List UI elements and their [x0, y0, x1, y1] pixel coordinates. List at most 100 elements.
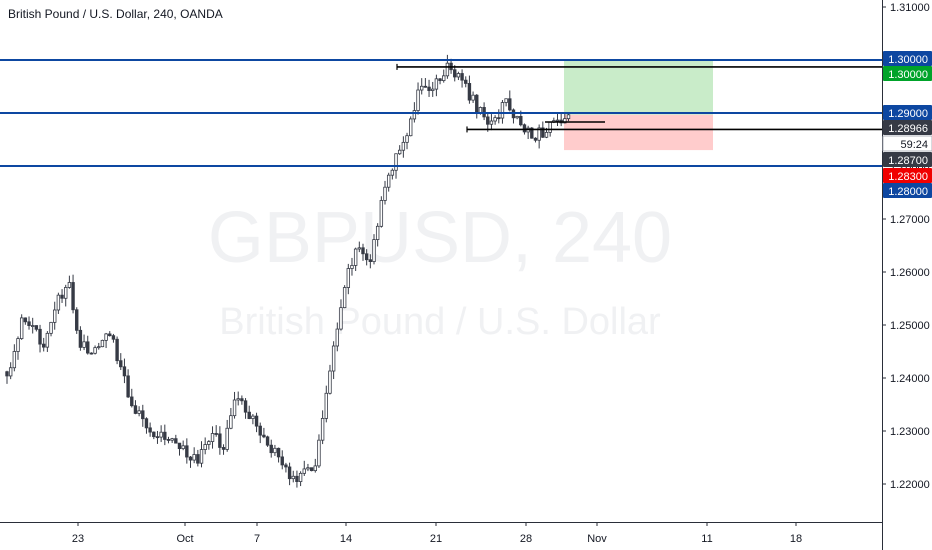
candle-body-up	[317, 439, 321, 467]
candle-body-up	[555, 119, 560, 122]
stop-zone	[564, 114, 713, 151]
candle-body-up	[383, 186, 387, 201]
time-tick-label: 21	[430, 533, 442, 545]
candle-body-down	[152, 431, 156, 438]
candle-body-down	[188, 456, 193, 461]
candle-body-down	[280, 456, 284, 466]
candle-body-down	[141, 410, 145, 420]
watermark-description: British Pound / U.S. Dollar	[219, 301, 661, 343]
candle-body-down	[287, 466, 292, 480]
candle-body-down	[148, 427, 152, 433]
candle-body-up	[49, 321, 53, 334]
price-tick-label: 1.24000	[890, 373, 930, 385]
time-tick-label: 14	[340, 533, 352, 545]
candle-body-up	[394, 153, 398, 171]
candle-body-down	[475, 94, 479, 113]
candle-body-down	[453, 69, 457, 78]
candle-body-up	[159, 431, 163, 438]
candle-body-down	[27, 321, 31, 326]
candle-body-up	[408, 118, 413, 137]
candle-body-down	[111, 335, 116, 340]
price-tick-label: 1.26000	[890, 267, 930, 279]
candle-body-up	[302, 468, 306, 474]
candle-body-up	[350, 265, 354, 269]
candle-body-up	[64, 287, 68, 299]
candle-body-down	[508, 98, 512, 111]
candle-body-up	[229, 415, 233, 429]
watermark-symbol: GBPUSD, 240	[208, 198, 672, 278]
price-label-text: 1.30000	[888, 69, 928, 81]
candle-body-down	[34, 325, 39, 330]
candle-body-down	[221, 447, 226, 450]
candle-body-down	[240, 398, 244, 402]
candle-body-up	[298, 472, 303, 482]
candle-body-down	[163, 431, 167, 440]
candle-body-up	[431, 88, 435, 91]
price-label-text: 59:24	[900, 139, 928, 151]
time-tick-label: 28	[520, 533, 532, 545]
candle-body-up	[328, 370, 332, 394]
candle-body-up	[504, 98, 508, 103]
candle-body-up	[104, 333, 108, 341]
candle-body-up	[335, 328, 339, 347]
candle-body-down	[133, 405, 138, 414]
candle-body-up	[324, 392, 328, 419]
candle-body-up	[342, 287, 347, 309]
chart-title: British Pound / U.S. Dollar, 240, OANDA	[8, 7, 223, 21]
candle-body-down	[364, 253, 369, 261]
candle-body-up	[306, 467, 310, 470]
candle-body-up	[291, 475, 295, 480]
candle-body-up	[390, 169, 395, 176]
candle-body-down	[119, 360, 123, 368]
candle-body-down	[5, 371, 9, 377]
price-label-green	[883, 66, 932, 81]
time-tick-label: Nov	[587, 533, 607, 545]
candle-body-down	[427, 86, 431, 91]
price-label-text: 1.28700	[888, 155, 928, 167]
candle-body-up	[379, 200, 384, 227]
candle-body-down	[144, 418, 149, 429]
candle-body-up	[16, 338, 20, 352]
candle-body-up	[386, 174, 391, 188]
candle-body-up	[210, 433, 215, 442]
candle-body-up	[251, 415, 255, 419]
time-tick-label: Oct	[176, 533, 193, 545]
candle-body-up	[192, 454, 196, 461]
candle-body-down	[115, 338, 119, 362]
time-tick-label: 23	[72, 533, 84, 545]
candle-body-up	[56, 294, 61, 311]
time-tick-label: 7	[254, 533, 260, 545]
price-label-blue	[883, 105, 932, 120]
candle-body-down	[122, 366, 127, 377]
candle-body-down	[214, 433, 218, 435]
candle-body-up	[420, 85, 424, 91]
candle-body-up	[225, 427, 229, 450]
candle-body-down	[185, 445, 189, 458]
candle-body-up	[471, 94, 475, 101]
candle-body-up	[563, 118, 567, 124]
price-label-text: 1.28966	[888, 123, 928, 135]
candle-body-up	[30, 325, 35, 327]
candle-body-down	[243, 400, 248, 413]
candle-body-down	[460, 73, 464, 81]
candle-body-down	[265, 436, 270, 446]
candle-body-up	[405, 135, 409, 143]
candle-body-up	[273, 447, 277, 454]
candle-body-up	[544, 131, 549, 138]
candle-body-up	[493, 117, 497, 122]
candle-body-up	[412, 110, 417, 120]
candle-body-up	[416, 89, 420, 111]
candle-body-up	[346, 268, 351, 288]
candle-body-up	[375, 225, 380, 240]
candle-body-down	[196, 454, 200, 464]
candle-body-down	[438, 78, 442, 81]
candle-body-up	[515, 116, 519, 119]
candle-body-down	[276, 447, 281, 458]
candle-body-up	[181, 445, 185, 450]
candle-body-down	[262, 434, 266, 438]
candle-body-down	[218, 433, 222, 448]
candle-body-down	[309, 467, 314, 472]
candle-body-up	[566, 114, 571, 120]
candle-body-up	[199, 449, 204, 464]
